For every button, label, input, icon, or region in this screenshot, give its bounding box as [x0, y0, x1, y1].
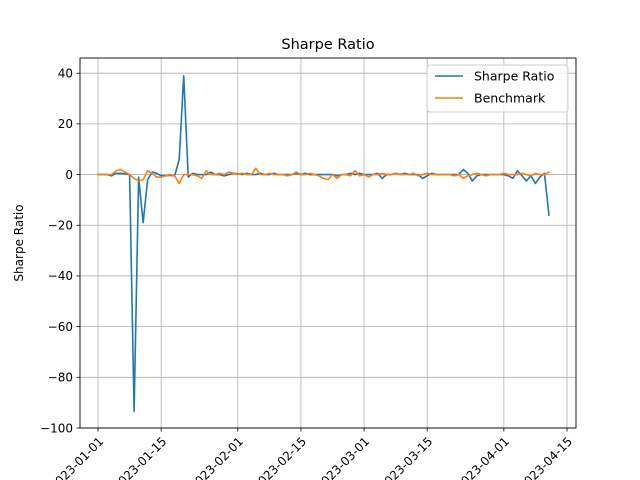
plot-frame — [79, 57, 577, 429]
y-tick-label: −80 — [48, 371, 73, 385]
y-axis-ticks: −100 −80 −60 −40 −20 0 20 40 — [40, 67, 80, 435]
series-lines — [97, 74, 551, 413]
y-tick-label: 0 — [65, 168, 73, 182]
legend-label-sharpe-ratio: Sharpe Ratio — [474, 69, 554, 84]
y-tick-label: 40 — [58, 67, 73, 81]
y-tick-label: −100 — [40, 421, 73, 435]
series-line-benchmark — [97, 167, 551, 185]
y-tick-label: 20 — [58, 117, 73, 131]
y-tick-label: −40 — [48, 269, 73, 283]
grid-lines — [80, 58, 576, 429]
y-axis-label: Sharpe Ratio — [12, 204, 26, 281]
y-tick-label: −20 — [48, 219, 73, 233]
chart-title: Sharpe Ratio — [281, 37, 374, 53]
legend: Sharpe Ratio Benchmark — [426, 64, 569, 113]
legend-label-benchmark: Benchmark — [474, 91, 546, 106]
y-tick-label: −60 — [48, 320, 73, 334]
plot-area-background — [80, 58, 576, 428]
